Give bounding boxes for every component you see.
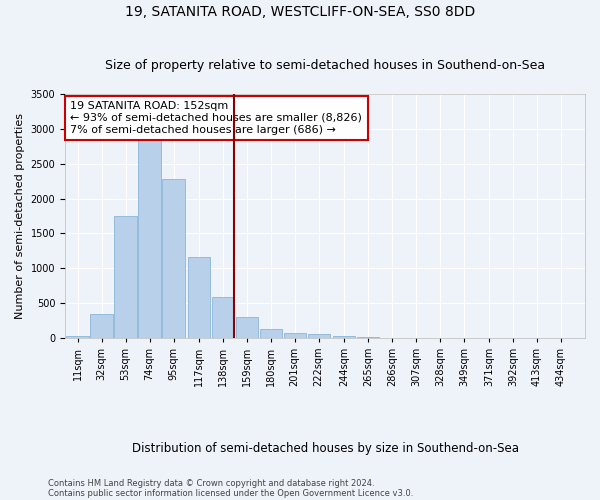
Bar [308,334,330,338]
Bar [115,216,137,338]
Text: Contains HM Land Registry data © Crown copyright and database right 2024.: Contains HM Land Registry data © Crown c… [48,478,374,488]
Bar [163,179,185,338]
Bar [212,297,234,338]
Bar [188,257,210,338]
Bar [260,328,282,338]
Bar [139,134,161,338]
Text: 19, SATANITA ROAD, WESTCLIFF-ON-SEA, SS0 8DD: 19, SATANITA ROAD, WESTCLIFF-ON-SEA, SS0… [125,5,475,19]
Bar [236,317,258,338]
Y-axis label: Number of semi-detached properties: Number of semi-detached properties [15,113,25,319]
Text: Contains public sector information licensed under the Open Government Licence v3: Contains public sector information licen… [48,488,413,498]
Bar [284,332,306,338]
X-axis label: Distribution of semi-detached houses by size in Southend-on-Sea: Distribution of semi-detached houses by … [131,442,518,455]
Bar [333,336,355,338]
Text: 19 SATANITA ROAD: 152sqm
← 93% of semi-detached houses are smaller (8,826)
7% of: 19 SATANITA ROAD: 152sqm ← 93% of semi-d… [70,102,362,134]
Bar [357,337,379,338]
Bar [91,314,113,338]
Bar [67,336,89,338]
Title: Size of property relative to semi-detached houses in Southend-on-Sea: Size of property relative to semi-detach… [105,59,545,72]
